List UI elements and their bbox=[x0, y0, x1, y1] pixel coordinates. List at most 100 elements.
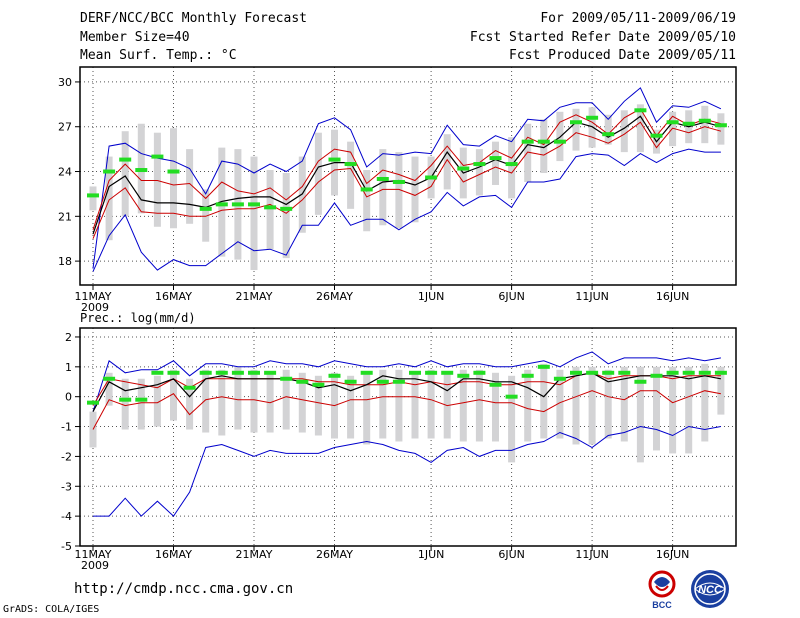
panel1-observed-mark bbox=[570, 120, 582, 125]
panel2-ytick-label: 2 bbox=[65, 331, 72, 344]
panel2-observed-mark bbox=[296, 379, 309, 384]
panel1-spread-box bbox=[572, 108, 580, 151]
panel2-ytick-label: -1 bbox=[61, 421, 72, 434]
forecast-produced-label: Fcst Produced Date 2009/05/11 bbox=[509, 48, 736, 63]
panel2-ytick-label: -4 bbox=[61, 510, 72, 523]
panel1-observed-mark bbox=[344, 162, 357, 167]
panel2-spread-box bbox=[540, 363, 548, 439]
panel1-year-label: 2009 bbox=[81, 301, 109, 314]
panel2-spread-box bbox=[524, 369, 532, 442]
panel1-observed-mark bbox=[135, 168, 148, 173]
panel1-observed-mark bbox=[328, 157, 341, 162]
panel2-observed-mark bbox=[344, 379, 357, 384]
panel1-spread-box bbox=[153, 132, 161, 227]
panel1-spread-box bbox=[701, 105, 709, 144]
panel1-observed-mark bbox=[119, 157, 132, 162]
panel1-observed-mark bbox=[537, 139, 550, 144]
panel2-observed-mark bbox=[537, 364, 550, 369]
chart-title: DERF/NCC/BCC Monthly Forecast bbox=[80, 11, 307, 26]
panel2-spread-box bbox=[89, 411, 97, 448]
panel1-xtick-label: 21MAY bbox=[236, 290, 273, 303]
panel2-lower-line bbox=[92, 390, 721, 430]
panel2-spread-box bbox=[395, 369, 403, 442]
panel2-observed-mark bbox=[183, 385, 196, 390]
panel2-observed-mark bbox=[586, 370, 599, 375]
source-url: http://cmdp.ncc.cma.gov.cn bbox=[74, 581, 294, 597]
panel1-observed-mark bbox=[264, 205, 277, 210]
forecast-period-label: For 2009/05/11-2009/06/19 bbox=[540, 11, 736, 26]
panel1-observed-mark bbox=[87, 193, 99, 198]
panel2-observed-mark bbox=[457, 373, 470, 378]
panel2-observed-mark bbox=[360, 370, 373, 375]
panel2-observed-mark bbox=[264, 370, 277, 375]
panel2-ytick-label: -2 bbox=[61, 450, 72, 463]
panel2-observed-mark bbox=[473, 370, 486, 375]
panel1-spread-box bbox=[202, 189, 210, 242]
panel2-spread-box bbox=[685, 366, 693, 454]
panel2-observed-mark bbox=[231, 370, 244, 375]
panel1-spread-box bbox=[89, 186, 97, 211]
panel1-ytick-label: 24 bbox=[58, 166, 72, 179]
panel2-observed-mark bbox=[376, 379, 389, 384]
panel2-xtick-label: 26MAY bbox=[316, 548, 353, 561]
panel1-spread-box bbox=[636, 104, 644, 153]
panel1-observed-mark bbox=[151, 154, 164, 159]
panel1-spread-box bbox=[298, 156, 306, 233]
panel2-spread-box bbox=[218, 369, 226, 436]
panel2-spread-box bbox=[556, 369, 564, 439]
panel1-observed-mark bbox=[602, 132, 615, 137]
panel2-observed-mark bbox=[682, 370, 695, 375]
panel2-xtick-label: 16JUN bbox=[656, 548, 690, 561]
panel2-observed-mark bbox=[714, 370, 727, 375]
panel2-spread-box bbox=[250, 369, 258, 433]
panel2-spread-box bbox=[105, 372, 113, 406]
panel1-spread-box bbox=[121, 131, 129, 217]
panel2-ytick-label: 1 bbox=[65, 361, 72, 374]
panel2-observed-mark bbox=[650, 373, 663, 378]
panel2-spread-box bbox=[411, 372, 419, 439]
panel2-observed-mark bbox=[618, 370, 631, 375]
panel1-spread-box bbox=[250, 156, 258, 271]
panel1-spread-box bbox=[282, 173, 290, 259]
panel1-observed-mark bbox=[489, 156, 502, 161]
panel2-spread-box bbox=[363, 372, 371, 445]
panel2-observed-mark bbox=[521, 373, 534, 378]
panel2-spread-box bbox=[701, 363, 709, 442]
panel2-spread-box bbox=[137, 378, 145, 430]
panel2-observed-mark bbox=[215, 370, 228, 375]
panel1-observed-mark bbox=[473, 162, 486, 167]
panel1-xtick-label: 26MAY bbox=[316, 290, 353, 303]
panel2-spread-box bbox=[153, 375, 161, 427]
panel1-observed-mark bbox=[650, 133, 663, 138]
panel1-spread-box bbox=[395, 152, 403, 229]
panel2-observed-mark bbox=[489, 382, 502, 387]
panel1-spread-box bbox=[411, 156, 419, 223]
panel2-mean-line bbox=[92, 372, 722, 412]
panel2-observed-mark bbox=[505, 394, 518, 399]
panel2-observed-mark bbox=[135, 397, 148, 402]
panel2-spread-box bbox=[170, 369, 177, 421]
panel1-lower-line bbox=[92, 121, 722, 239]
panel2-observed-mark bbox=[441, 370, 454, 375]
panel2-spread-box bbox=[492, 372, 499, 442]
panel2-observed-mark bbox=[602, 370, 615, 375]
panel2-observed-mark bbox=[167, 370, 180, 375]
panel2-min-line bbox=[93, 425, 721, 517]
panel1-observed-mark bbox=[231, 202, 244, 207]
panel2-spread-box bbox=[186, 378, 194, 430]
panel2-spread-box bbox=[475, 369, 483, 442]
panel1-xtick-label: 16JUN bbox=[656, 290, 690, 303]
panel1-frame bbox=[79, 66, 737, 286]
panel1-spread-box bbox=[492, 141, 499, 185]
panel1-spread-box bbox=[266, 170, 274, 250]
panel1-observed-mark bbox=[199, 206, 212, 211]
panel1-observed-mark bbox=[634, 108, 647, 113]
panel1-observed-mark bbox=[505, 162, 518, 167]
panel2-observed-mark bbox=[634, 379, 647, 384]
panel1-spread-box bbox=[379, 149, 387, 226]
panel2-spread-box bbox=[459, 369, 467, 442]
panel1-mean-line bbox=[92, 115, 722, 235]
variable-label: Mean Surf. Temp.: °C bbox=[80, 48, 237, 63]
panel1-observed-mark bbox=[698, 118, 711, 123]
